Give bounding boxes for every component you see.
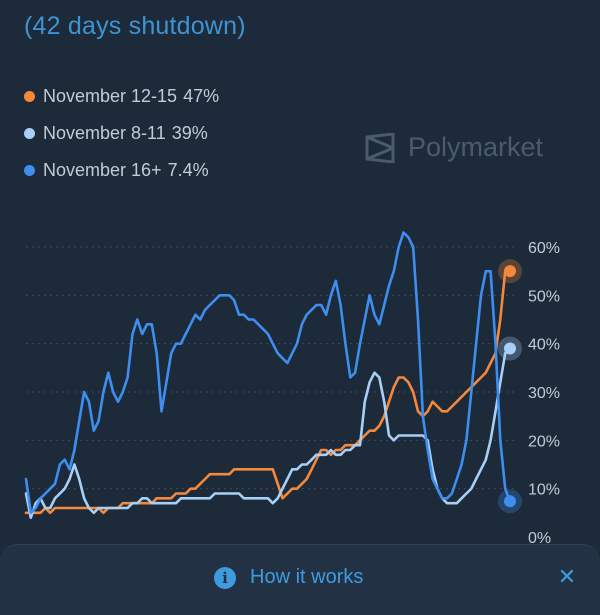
close-icon[interactable]: ✕ (557, 564, 577, 589)
price-chart[interactable]: 0% 10% 20% 30% 40% 50% 60% (0, 0, 600, 545)
y-tick-label: 10% (528, 482, 560, 499)
series-line-2 (24, 231, 512, 515)
brand-name: Polymarket (408, 132, 544, 162)
legend-item-november-12-15[interactable]: November 12-15 47% (24, 78, 219, 115)
y-tick-label: 60% (528, 240, 560, 257)
legend-name: November 8-11 (43, 123, 166, 143)
y-tick-label: 0% (528, 530, 551, 545)
chart-legend: November 12-15 47% November 8-11 39% Nov… (24, 78, 219, 189)
legend-name: November 12-15 (43, 86, 178, 106)
legend-dot (24, 165, 35, 176)
info-icon: i (214, 566, 236, 589)
polymarket-watermark: Polymarket (364, 132, 543, 163)
series-end-point-1 (504, 342, 516, 355)
how-it-works-label: How it works (250, 566, 364, 588)
y-tick-label: 50% (528, 288, 560, 305)
legend-item-november-16-plus[interactable]: November 16+ 7.4% (24, 152, 219, 189)
how-it-works-button[interactable]: i How it works (214, 566, 363, 589)
legend-dot (24, 128, 35, 139)
y-tick-label: 20% (528, 433, 560, 450)
legend-value: 7.4% (167, 160, 209, 180)
series-line-0 (24, 269, 512, 515)
series-line-1 (24, 347, 512, 519)
y-tick-label: 40% (528, 337, 560, 354)
page-title: (42 days shutdown) (24, 12, 246, 40)
series-end-point-0 (504, 265, 516, 278)
legend-item-november-8-11[interactable]: November 8-11 39% (24, 115, 219, 152)
legend-value: 39% (171, 123, 208, 143)
series-end-point-2 (504, 495, 516, 508)
y-tick-label: 30% (528, 385, 560, 402)
legend-value: 47% (183, 86, 220, 106)
legend-name: November 16+ (43, 160, 162, 180)
legend-dot (24, 91, 35, 102)
polymarket-logo-icon (365, 132, 395, 163)
